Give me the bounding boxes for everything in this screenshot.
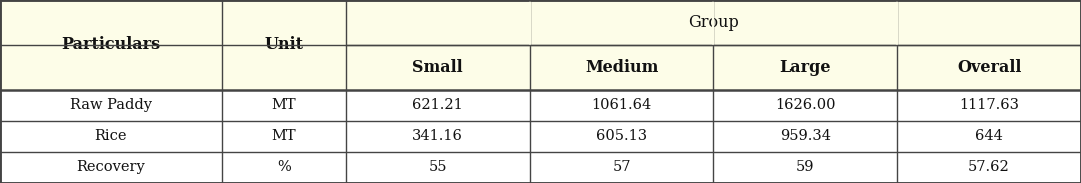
Text: Unit: Unit: [264, 36, 304, 53]
Text: 1626.00: 1626.00: [775, 98, 836, 112]
Bar: [897, 90, 1081, 121]
Text: 59: 59: [796, 160, 815, 174]
Text: MT: MT: [271, 129, 296, 143]
Text: 57.62: 57.62: [969, 160, 1010, 174]
Bar: [713, 45, 897, 90]
Text: Raw Paddy: Raw Paddy: [70, 98, 151, 112]
Text: 605.13: 605.13: [596, 129, 648, 143]
Bar: [346, 90, 530, 121]
Bar: [530, 121, 713, 152]
Text: 1061.64: 1061.64: [591, 98, 652, 112]
Bar: [222, 90, 346, 121]
Text: 1117.63: 1117.63: [959, 98, 1019, 112]
Bar: [0, 0, 222, 90]
Text: 55: 55: [428, 160, 448, 174]
Text: Small: Small: [413, 59, 463, 76]
Bar: [897, 152, 1081, 183]
Text: Particulars: Particulars: [62, 36, 160, 53]
Bar: [530, 90, 713, 121]
Text: 621.21: 621.21: [413, 98, 463, 112]
Bar: [222, 121, 346, 152]
Text: Recovery: Recovery: [77, 160, 145, 174]
Bar: [713, 152, 897, 183]
Bar: [222, 0, 346, 90]
Bar: [346, 45, 530, 90]
Bar: [0, 121, 222, 152]
Text: MT: MT: [271, 98, 296, 112]
Bar: [222, 152, 346, 183]
Text: Overall: Overall: [957, 59, 1022, 76]
Text: 341.16: 341.16: [412, 129, 464, 143]
Text: 959.34: 959.34: [779, 129, 831, 143]
Bar: [530, 152, 713, 183]
Bar: [530, 45, 713, 90]
Bar: [897, 45, 1081, 90]
Text: Large: Large: [779, 59, 831, 76]
Bar: [0, 90, 222, 121]
Text: %: %: [277, 160, 291, 174]
Bar: [0, 152, 222, 183]
Bar: [346, 121, 530, 152]
Text: 57: 57: [612, 160, 631, 174]
Bar: [346, 152, 530, 183]
Text: Medium: Medium: [585, 59, 658, 76]
Text: 644: 644: [975, 129, 1003, 143]
Text: Rice: Rice: [94, 129, 128, 143]
Bar: [897, 121, 1081, 152]
Bar: [713, 90, 897, 121]
Bar: [346, 0, 1081, 45]
Text: Group: Group: [689, 14, 738, 31]
Bar: [713, 121, 897, 152]
